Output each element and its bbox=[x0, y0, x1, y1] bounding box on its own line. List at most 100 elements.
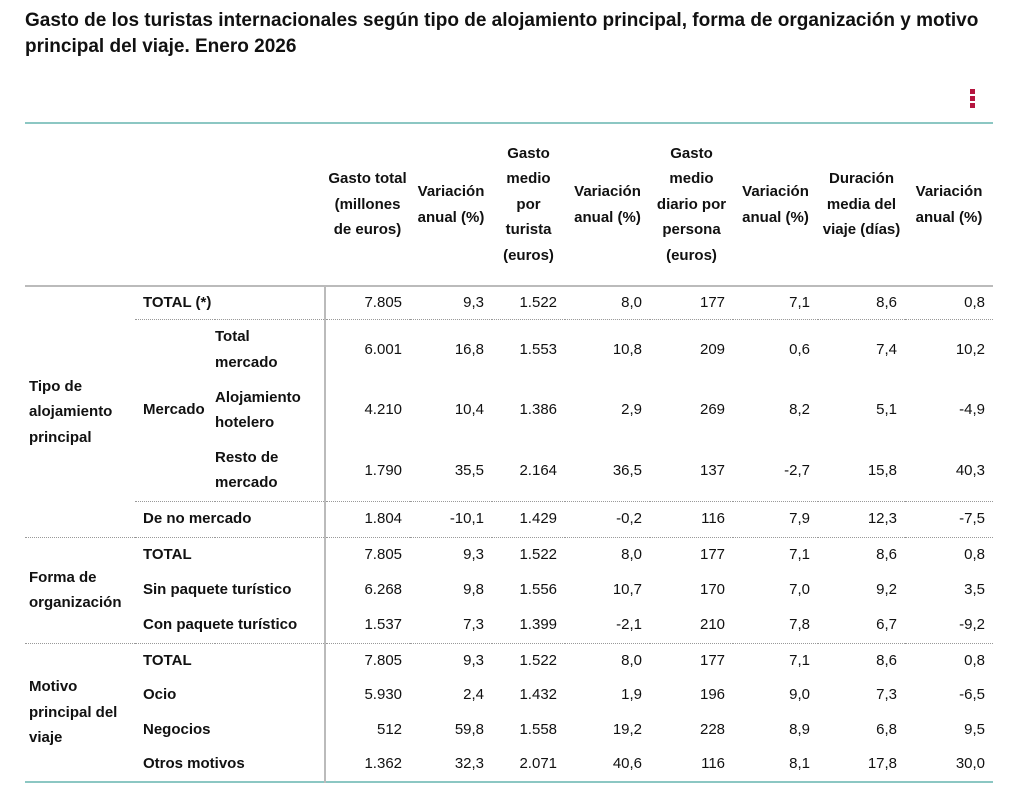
value-cell: 0,8 bbox=[964, 651, 986, 669]
value-cell: 59,8 bbox=[454, 720, 485, 738]
row-group-label: Motivo principal del viaje bbox=[25, 643, 135, 783]
value-cell: 7,1 bbox=[733, 286, 819, 320]
table-row: Sin paquete turístico 6.268 9,8 1.556 10,7 17… bbox=[25, 572, 993, 607]
value-cell: 6.268 bbox=[324, 572, 411, 607]
value-cell: -10,1 bbox=[410, 501, 493, 538]
value-cell: 6,8 bbox=[876, 720, 898, 738]
row-group-label: Forma de organización bbox=[25, 537, 135, 644]
value-cell: 36,5 bbox=[565, 440, 651, 502]
row-label: TOTAL bbox=[143, 546, 192, 563]
value-cell: 30,0 bbox=[905, 747, 994, 783]
value-cell: 137 bbox=[650, 440, 734, 502]
value-cell: 2.071 bbox=[492, 747, 566, 783]
value-cell: 1.558 bbox=[519, 720, 558, 738]
value-cell: 0,8 bbox=[964, 546, 986, 563]
value-cell: 7,0 bbox=[789, 580, 811, 598]
value-cell: 6,7 bbox=[818, 607, 906, 644]
row-group-label: Tipo de alojamiento principal bbox=[25, 286, 135, 538]
value-cell: 0,8 bbox=[905, 286, 994, 320]
row-label: Alojamiento hotelero bbox=[215, 388, 301, 432]
value-cell: 4.210 bbox=[324, 380, 411, 440]
value-cell: 2,4 bbox=[463, 685, 485, 703]
value-cell: 35,5 bbox=[410, 440, 493, 502]
table-row: Tipo de alojamiento principal TOTAL (*) 7.… bbox=[25, 286, 994, 538]
value-cell: 9,3 bbox=[463, 651, 485, 669]
value-cell: -7,5 bbox=[905, 501, 994, 538]
value-cell: 10,8 bbox=[612, 341, 643, 358]
value-cell: 9,2 bbox=[876, 580, 898, 598]
value-cell: 5.930 bbox=[324, 677, 411, 712]
value-cell: 177 bbox=[699, 546, 726, 563]
value-cell: 1.362 bbox=[324, 747, 411, 783]
row-label: Con paquete turístico bbox=[135, 607, 326, 644]
value-cell: 7,3 bbox=[410, 607, 493, 644]
value-cell: 512 bbox=[324, 712, 411, 747]
table-row: Resto de mercado 1.790 35,5 2.164 36,5 137 -2,… bbox=[25, 440, 994, 502]
header-cell: Variación anual (%) bbox=[733, 123, 819, 287]
value-cell: 8,0 bbox=[621, 651, 643, 669]
table-row: Forma de organización TOTAL 7.805 9,3 1.522 8… bbox=[25, 537, 993, 644]
value-cell: 7.805 bbox=[324, 286, 411, 320]
value-cell: 7.805 bbox=[324, 643, 411, 677]
value-cell: 7,8 bbox=[733, 607, 819, 644]
header-cell: Duración media del viaje (días) bbox=[818, 123, 906, 287]
value-cell: 1.522 bbox=[519, 546, 558, 563]
value-cell: 1.522 bbox=[492, 286, 566, 320]
value-cell: 40,6 bbox=[565, 747, 651, 783]
value-cell: 8,6 bbox=[818, 286, 906, 320]
value-cell: 269 bbox=[699, 401, 726, 419]
value-cell: 2,9 bbox=[621, 401, 643, 419]
value-cell: 16,8 bbox=[454, 341, 485, 358]
value-cell: 2.164 bbox=[492, 440, 566, 502]
value-cell: 8,0 bbox=[565, 286, 651, 320]
value-cell: 116 bbox=[650, 501, 734, 538]
value-cell: -6,5 bbox=[959, 685, 986, 703]
value-cell: 8,1 bbox=[733, 747, 819, 783]
value-cell: 7,9 bbox=[733, 501, 819, 538]
value-cell: 19,2 bbox=[612, 720, 643, 738]
row-label: TOTAL bbox=[143, 651, 192, 669]
value-cell: 9,8 bbox=[463, 580, 485, 598]
value-cell: 5,1 bbox=[876, 401, 898, 419]
row-label: Sin paquete turístico bbox=[143, 580, 292, 598]
value-cell: 228 bbox=[699, 720, 726, 738]
value-cell: 10,4 bbox=[454, 401, 485, 419]
value-cell: -2,7 bbox=[733, 440, 819, 502]
row-label: De no mercado bbox=[135, 501, 326, 538]
table-row: Con paquete turístico 1.537 7,3 1.399 -2,1 21… bbox=[25, 607, 994, 644]
value-cell: 8,9 bbox=[789, 720, 811, 738]
value-cell: 7,1 bbox=[789, 546, 811, 563]
value-cell: 9,0 bbox=[789, 685, 811, 703]
value-cell: 10,2 bbox=[955, 341, 986, 358]
value-cell: 1.522 bbox=[519, 651, 558, 669]
value-cell: -0,2 bbox=[565, 501, 651, 538]
value-cell: 8,6 bbox=[876, 651, 898, 669]
value-cell: 7,1 bbox=[789, 651, 811, 669]
value-cell: 1.399 bbox=[492, 607, 566, 644]
value-cell: 1.429 bbox=[492, 501, 566, 538]
value-cell: 1.537 bbox=[324, 607, 411, 644]
value-cell: 32,3 bbox=[410, 747, 493, 783]
value-cell: 1.432 bbox=[519, 685, 558, 703]
value-cell: 170 bbox=[699, 580, 726, 598]
header-cell: Gasto medio diario por persona (euros) bbox=[650, 123, 734, 287]
header-cell: Gasto total (millones de euros) bbox=[325, 123, 411, 287]
row-label: TOTAL (*) bbox=[135, 286, 326, 320]
header-cell: Gasto medio por turista (euros) bbox=[492, 123, 566, 287]
table-row: Mercado Total mercado 6.001 16,8 1.553 10,8 20… bbox=[25, 319, 993, 502]
value-cell: 116 bbox=[650, 747, 734, 783]
table-row: Otros motivos 1.362 32,3 2.071 40,6 116 8,1 17,… bbox=[25, 747, 994, 783]
value-cell: 196 bbox=[699, 685, 726, 703]
table-row: Motivo principal del viaje TOTAL 7.805 9,3 1… bbox=[25, 643, 993, 783]
row-label: Resto de mercado bbox=[215, 440, 326, 502]
row-subgroup-label: Mercado bbox=[135, 319, 215, 502]
value-cell: 7,4 bbox=[876, 341, 898, 358]
value-cell: -9,2 bbox=[905, 607, 994, 644]
value-cell: 7,3 bbox=[876, 685, 898, 703]
value-cell: 9,5 bbox=[964, 720, 986, 738]
page-title: Gasto de los turistas internacionales se… bbox=[25, 10, 979, 57]
value-cell: 1.553 bbox=[519, 341, 558, 358]
vertical-dots-icon[interactable] bbox=[966, 89, 978, 111]
table-row: De no mercado 1.804 -10,1 1.429 -0,2 116 7,9 12… bbox=[25, 501, 994, 538]
value-cell: 8,6 bbox=[876, 546, 898, 563]
